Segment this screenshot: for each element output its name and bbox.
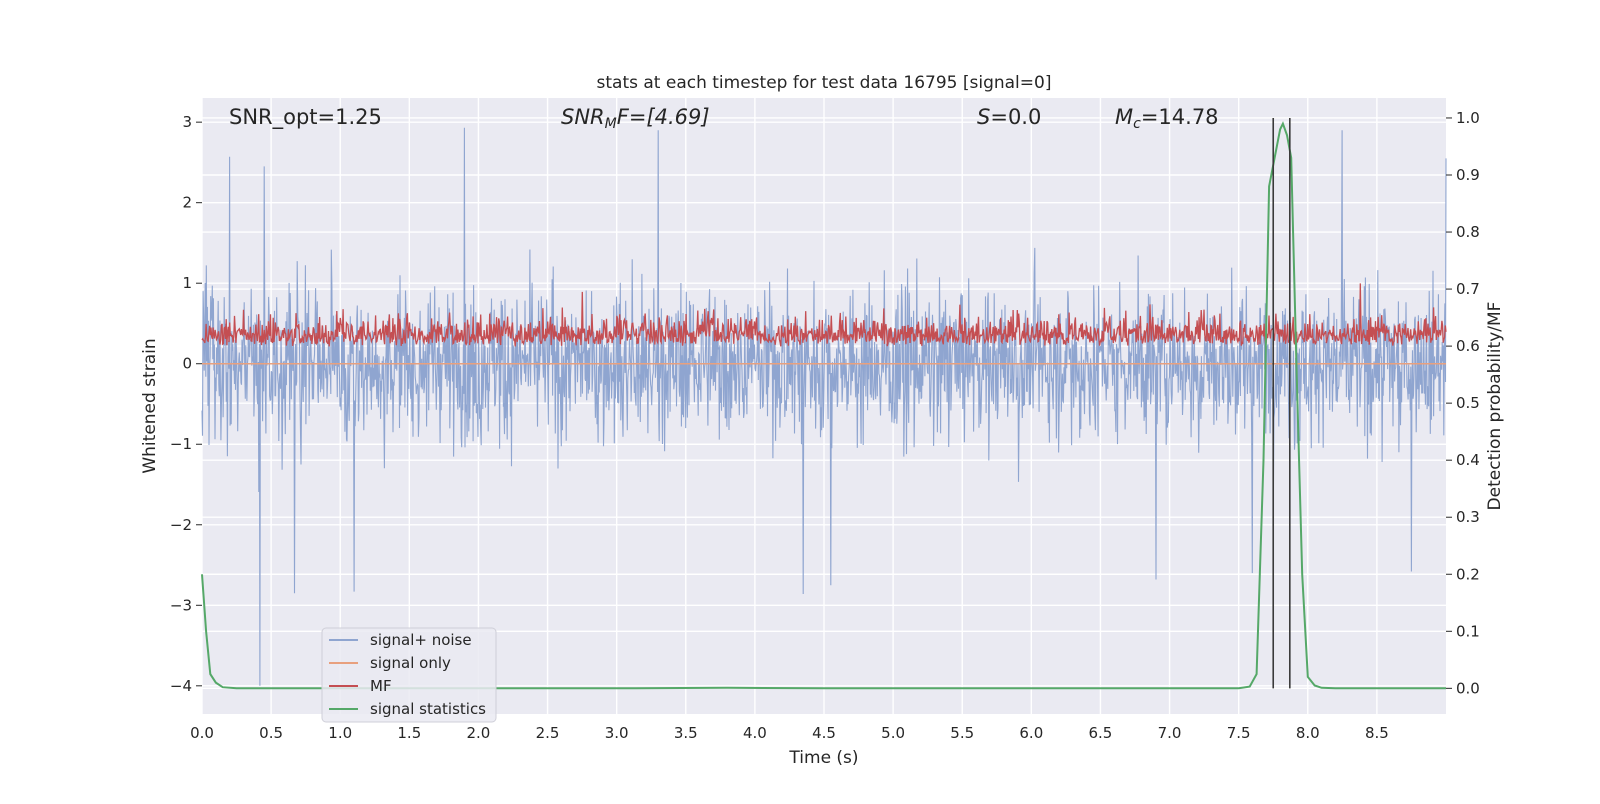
tick-labels: 0.0 0.5 1.0 1.5 2.0 2.5 3.0 3.5 4.0 4.5 5.0 5.5 6.0 6… xyxy=(170,109,1480,742)
y-left-tick-label: −3 xyxy=(170,596,192,614)
x-tick-label: 0.5 xyxy=(259,724,283,742)
x-tick-label: 4.5 xyxy=(812,724,836,742)
annotation-snr-mf: SNRMF=[4.69] xyxy=(561,105,710,132)
annotation-s: S=0.0 xyxy=(977,105,1041,129)
y-left-tick-label: −2 xyxy=(170,516,192,534)
annotation-snr-opt: SNR_opt=1.25 xyxy=(229,105,382,130)
y-axis-label-left: Whitened strain xyxy=(140,338,160,473)
legend-box xyxy=(321,627,497,723)
series-layer xyxy=(201,121,1447,690)
x-tick-label: 1.5 xyxy=(397,724,421,742)
x-tick-label: 3.5 xyxy=(674,724,698,742)
x-tick-label: 3.0 xyxy=(605,724,629,742)
x-tick-label: 8.5 xyxy=(1365,724,1389,742)
y-right-tick-label: 0.4 xyxy=(1456,451,1480,469)
x-tick-label: 2.0 xyxy=(467,724,491,742)
y-left-tick-label: 1 xyxy=(182,274,192,292)
legend: signal+ noise signal only MF signal stat… xyxy=(321,627,497,723)
legend-label-mf: MF xyxy=(370,677,392,695)
series-signal-statistics xyxy=(201,121,1446,690)
y-left-tick-label: 2 xyxy=(182,194,192,212)
series-signal-noise xyxy=(201,127,1447,686)
y-right-tick-label: 0.2 xyxy=(1456,565,1480,583)
x-tick-label: 0.0 xyxy=(190,724,214,742)
y-right-tick-label: 1.0 xyxy=(1456,109,1480,127)
legend-label-signal-noise: signal+ noise xyxy=(370,631,472,649)
y-right-tick-label: 0.7 xyxy=(1456,280,1480,298)
y-right-tick-label: 0.8 xyxy=(1456,223,1480,241)
y-right-tick-label: 0.9 xyxy=(1456,166,1480,184)
x-tick-label: 6.0 xyxy=(1019,724,1043,742)
y-right-tick-label: 0.0 xyxy=(1456,679,1480,697)
y-left-tick-label: −4 xyxy=(170,677,192,695)
annotation-mc: Mc=14.78 xyxy=(1115,105,1219,132)
x-tick-label: 5.0 xyxy=(881,724,905,742)
y-right-tick-label: 0.6 xyxy=(1456,337,1480,355)
chart-title: stats at each timestep for test data 167… xyxy=(597,73,1052,93)
series-mf xyxy=(201,283,1447,347)
x-tick-label: 4.0 xyxy=(743,724,767,742)
x-tick-label: 1.0 xyxy=(328,724,352,742)
y-left-tick-label: −1 xyxy=(170,435,192,453)
x-tick-label: 8.0 xyxy=(1296,724,1320,742)
x-tick-label: 2.5 xyxy=(536,724,560,742)
x-tick-label: 6.5 xyxy=(1089,724,1113,742)
vertical-lines xyxy=(1272,117,1291,689)
y-right-tick-label: 0.5 xyxy=(1456,394,1480,412)
x-tick-label: 5.5 xyxy=(950,724,974,742)
y-left-tick-label: 3 xyxy=(182,113,192,131)
legend-label-signal-only: signal only xyxy=(370,654,451,672)
y-right-tick-label: 0.3 xyxy=(1456,508,1480,526)
x-tick-label: 7.0 xyxy=(1158,724,1182,742)
x-tick-label: 7.5 xyxy=(1227,724,1251,742)
y-axis-label-right: Detection probability/MF xyxy=(1485,302,1505,511)
y-right-tick-label: 0.1 xyxy=(1456,622,1480,640)
legend-label-signal-statistics: signal statistics xyxy=(370,700,486,718)
x-axis-label: Time (s) xyxy=(788,748,858,768)
y-left-tick-label: 0 xyxy=(182,355,192,373)
